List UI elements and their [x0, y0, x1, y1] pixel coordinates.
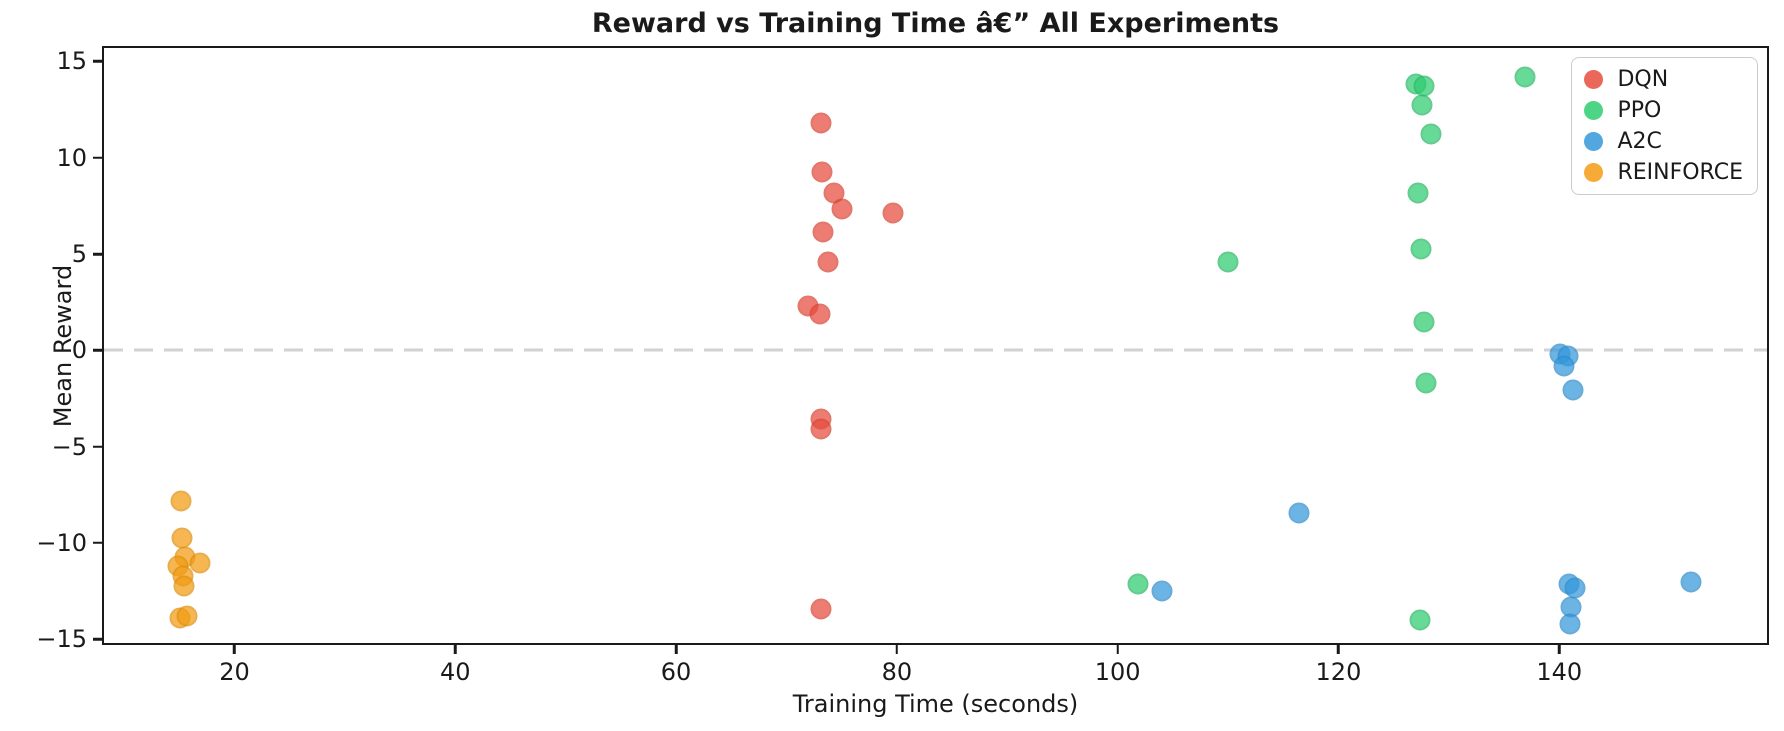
data-point-ppo [1415, 372, 1437, 394]
y-tick-mark [93, 60, 102, 63]
data-point-dqn [811, 161, 833, 183]
data-point-dqn [882, 202, 904, 224]
data-point-ppo [1413, 311, 1435, 333]
y-tick-label: 5 [71, 240, 87, 268]
legend-label: PPO [1617, 98, 1662, 123]
data-point-reinforce [170, 490, 192, 512]
x-tick-label: 20 [219, 658, 250, 686]
plot-area: DQN PPO A2C REINFORCE [102, 46, 1769, 645]
y-tick-mark [93, 541, 102, 545]
y-tick-label: −10 [36, 528, 87, 557]
data-point-ppo [1407, 182, 1429, 204]
legend-label: DQN [1617, 67, 1669, 92]
data-point-reinforce [171, 527, 193, 549]
legend-marker-icon [1584, 101, 1604, 120]
data-point-ppo [1409, 609, 1431, 631]
legend-entry-dqn: DQN [1584, 66, 1743, 93]
x-tick-label: 100 [1094, 658, 1141, 686]
legend-marker-icon [1584, 163, 1604, 182]
y-tick-mark [93, 252, 102, 256]
legend-marker-icon [1584, 132, 1604, 151]
x-tick-mark [1116, 645, 1119, 654]
data-point-ppo [1514, 66, 1536, 88]
data-point-dqn [810, 598, 832, 620]
x-tick-mark [1557, 645, 1561, 654]
legend-marker-icon [1584, 70, 1604, 89]
y-tick-label: 0 [71, 336, 87, 365]
data-point-a2c [1680, 571, 1702, 593]
data-point-dqn [809, 303, 831, 325]
x-tick-label: 40 [439, 658, 471, 686]
zero-reference-line [104, 348, 1767, 352]
x-tick-label: 120 [1315, 658, 1362, 686]
y-tick-label: −15 [36, 625, 87, 654]
x-tick-mark [674, 645, 678, 654]
data-point-ppo [1413, 75, 1435, 97]
data-point-dqn [831, 198, 853, 220]
data-point-ppo [1127, 573, 1149, 595]
x-axis-label: Training Time (seconds) [792, 690, 1079, 718]
x-tick-mark [454, 645, 457, 654]
data-point-ppo [1217, 251, 1239, 273]
data-point-dqn [810, 112, 832, 134]
x-tick-label: 140 [1536, 658, 1583, 686]
y-tick-label: 15 [56, 47, 87, 76]
y-tick-mark [93, 637, 102, 641]
data-point-a2c [1288, 502, 1310, 524]
y-axis-label: Mean Reward [49, 264, 77, 428]
data-point-a2c [1559, 613, 1581, 635]
legend-entry-a2c: A2C [1584, 128, 1743, 155]
data-point-dqn [817, 251, 839, 273]
data-point-ppo [1411, 94, 1433, 116]
legend-label: REINFORCE [1617, 160, 1743, 185]
x-tick-label: 60 [660, 658, 692, 686]
y-tick-label: −5 [51, 432, 87, 461]
x-tick-mark [1337, 645, 1340, 654]
y-tick-mark [93, 445, 102, 448]
data-point-a2c [1553, 355, 1575, 377]
legend-entry-ppo: PPO [1584, 97, 1743, 124]
x-axis-ticks: 20 40 60 80 100 120 140 [102, 645, 1769, 705]
data-point-a2c [1564, 577, 1586, 599]
data-point-a2c [1562, 379, 1584, 401]
x-tick-mark [895, 645, 899, 654]
chart-title: Reward vs Training Time â€” All Experime… [591, 8, 1280, 39]
legend-label: A2C [1617, 129, 1662, 154]
data-point-dqn [810, 418, 832, 440]
y-tick-mark [93, 349, 102, 352]
x-tick-mark [233, 645, 236, 654]
y-axis-ticks: 15 10 5 0 −5 −10 −15 [0, 46, 102, 653]
data-point-dqn [812, 221, 834, 243]
data-point-ppo [1420, 123, 1442, 145]
data-point-ppo [1410, 238, 1432, 260]
legend: DQN PPO A2C REINFORCE [1571, 57, 1758, 195]
y-tick-mark [93, 156, 102, 159]
data-point-reinforce [189, 552, 211, 574]
data-point-reinforce [173, 575, 195, 597]
data-point-a2c [1151, 580, 1173, 602]
legend-entry-reinforce: REINFORCE [1584, 159, 1743, 186]
y-tick-label: 10 [56, 143, 87, 172]
x-tick-label: 80 [881, 658, 913, 686]
data-point-reinforce [176, 605, 198, 627]
